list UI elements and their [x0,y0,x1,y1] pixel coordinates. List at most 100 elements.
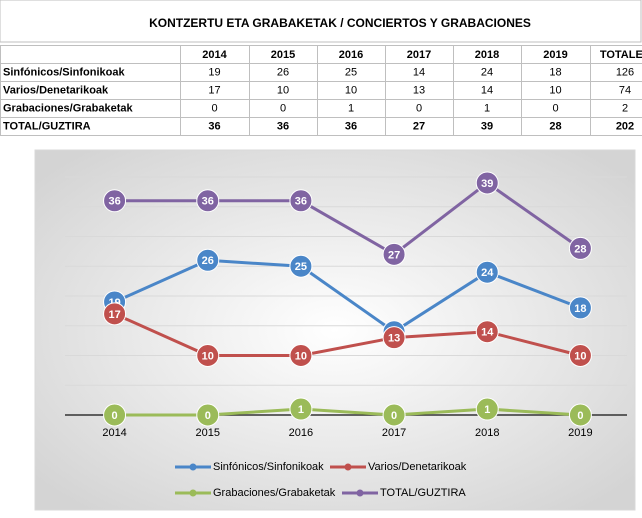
data-point [568,403,592,427]
data-point [196,403,220,427]
column-header: 2018 [475,49,499,61]
data-label: 0 [391,410,397,422]
data-label: 10 [574,350,586,362]
column-header: 2017 [407,49,431,61]
data-label: 25 [295,261,307,273]
cell-value: 26 [277,66,289,78]
x-tick-label: 2014 [102,427,126,439]
data-label: 24 [481,267,494,279]
series-line [113,312,581,357]
cell-value: 0 [416,102,422,114]
series-line [114,407,581,417]
legend-marker [189,489,197,497]
data-point [289,344,313,367]
data-point [103,302,127,326]
legend-label: Grabaciones/Grabaketak [213,487,336,499]
data-point [475,260,499,284]
cell [590,117,642,136]
cell [590,81,642,100]
data-point [289,254,313,278]
cell-value: 10 [345,84,357,96]
cell-value: 36 [345,120,357,132]
cell-value: 14 [413,66,425,78]
legend-marker [344,463,352,471]
cell-value: 39 [481,120,493,132]
legend-label: TOTAL/GUZTIRA [380,487,466,499]
series-line [113,258,581,334]
cell-value: 27 [413,120,425,132]
cell-value: 24 [481,66,493,78]
data-label: 1 [484,404,490,416]
data-label: 1 [298,404,304,416]
data-point [382,242,406,266]
legend-label: Sinfónicos/Sinfonikoak [213,461,324,473]
cell-value: 36 [277,120,289,132]
column-header: 2019 [543,49,567,61]
data-label: 0 [205,410,211,422]
data-point [568,344,592,367]
cell-value: 28 [549,120,561,132]
cell-value: 74 [619,84,631,96]
x-tick-label: 2018 [475,427,499,439]
cell-value: 126 [616,66,634,78]
data-point [289,397,313,421]
data-label: 26 [202,255,214,267]
data-label: 36 [108,196,120,208]
column-header: 2016 [339,49,363,61]
data-point [568,236,592,260]
cell-value: 13 [413,84,425,96]
data-point [103,189,127,213]
chart-area [34,149,636,511]
row-label: Grabaciones/Grabaketak [3,102,134,114]
legend-marker [356,489,364,497]
data-label: 36 [295,196,307,208]
cell-value: 0 [552,102,558,114]
data-label: 0 [577,410,583,422]
cell-value: 17 [208,84,220,96]
cell-value: 0 [280,102,286,114]
row-label: TOTAL/GUZTIRA [3,120,91,132]
cell-value: 2 [622,102,628,114]
data-label: 10 [295,350,307,362]
data-point [382,326,406,350]
data-point [475,397,499,421]
cell-value: 36 [208,120,220,132]
data-point [103,403,127,427]
cell-value: 19 [208,66,220,78]
cell-value: 10 [277,84,289,96]
data-label: 27 [388,249,400,261]
data-point [475,320,499,344]
cell-value: 202 [616,120,634,132]
data-label: 39 [481,178,493,190]
data-point [196,189,220,213]
data-point [382,403,406,427]
column-header: 2015 [271,49,295,61]
table-title: KONTZERTU ETA GRABAKETAK / CONCIERTOS Y … [149,16,531,30]
data-point [196,344,220,367]
cell-value: 1 [484,102,490,114]
data-label: 13 [388,333,400,345]
data-label: 0 [112,410,118,422]
data-point [289,189,313,213]
cell-value: 14 [481,84,493,96]
cell-value: 10 [549,84,561,96]
x-tick-label: 2016 [289,427,313,439]
series-line [114,181,582,257]
row-label: Sinfónicos/Sinfonikoak [3,66,126,78]
legend-label: Varios/Denetarikoak [368,461,467,473]
x-tick-label: 2017 [382,427,406,439]
x-tick-label: 2015 [196,427,220,439]
cell-value: 0 [211,102,217,114]
title-box [0,0,642,43]
cell-value: 18 [549,66,561,78]
data-label: 17 [108,309,120,321]
data-point [475,171,499,195]
cell-value: 25 [345,66,357,78]
x-tick-label: 2019 [568,427,592,439]
legend-marker [189,463,197,471]
cell [590,99,642,118]
data-label: 36 [202,196,214,208]
